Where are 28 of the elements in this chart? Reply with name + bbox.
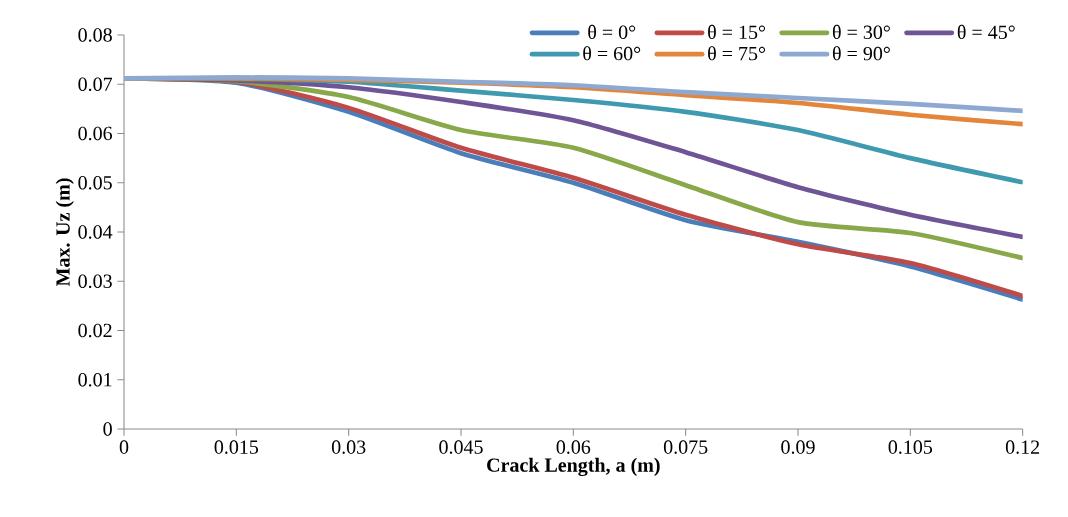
line-series [124, 75, 1023, 114]
legend-label: θ = 0° [588, 24, 636, 40]
legend-label: θ = 30° [832, 24, 890, 40]
y-tick-label: 0 [103, 422, 112, 436]
x-tick-label: 0 [119, 440, 129, 454]
y-tick-label: 0.05 [78, 175, 112, 190]
x-axis-title: Crack Length, a (m) [487, 457, 660, 477]
y-axis-title: Max. Uz (m) [55, 178, 74, 287]
x-tick-label: 0.03 [331, 440, 366, 454]
y-tick-label: 0.07 [78, 77, 113, 92]
y-tick-label: 0.01 [78, 372, 112, 387]
x-tick-label: 0.105 [888, 440, 933, 454]
x-tick-label: 0.09 [781, 440, 815, 454]
y-tick-label: 0.08 [78, 28, 112, 42]
y-tick-label: 0.04 [78, 225, 113, 239]
y-tick-label: 0.03 [78, 274, 112, 289]
legend-label: θ = 15° [708, 24, 766, 40]
x-tick-label: 0.075 [663, 440, 708, 454]
x-tick-label: 0.06 [556, 440, 591, 454]
x-tick-label: 0.12 [1005, 440, 1040, 454]
x-tick-label: 0.015 [214, 440, 259, 454]
y-tick-label: 0.06 [78, 126, 113, 141]
legend-label: θ = 45° [957, 24, 1015, 40]
legend-label: θ = 75° [708, 46, 766, 61]
legend-label: θ = 60° [583, 46, 641, 61]
x-tick-label: 0.045 [439, 440, 483, 454]
y-tick-label: 0.02 [78, 323, 112, 338]
legend-label: θ = 90° [832, 46, 890, 61]
